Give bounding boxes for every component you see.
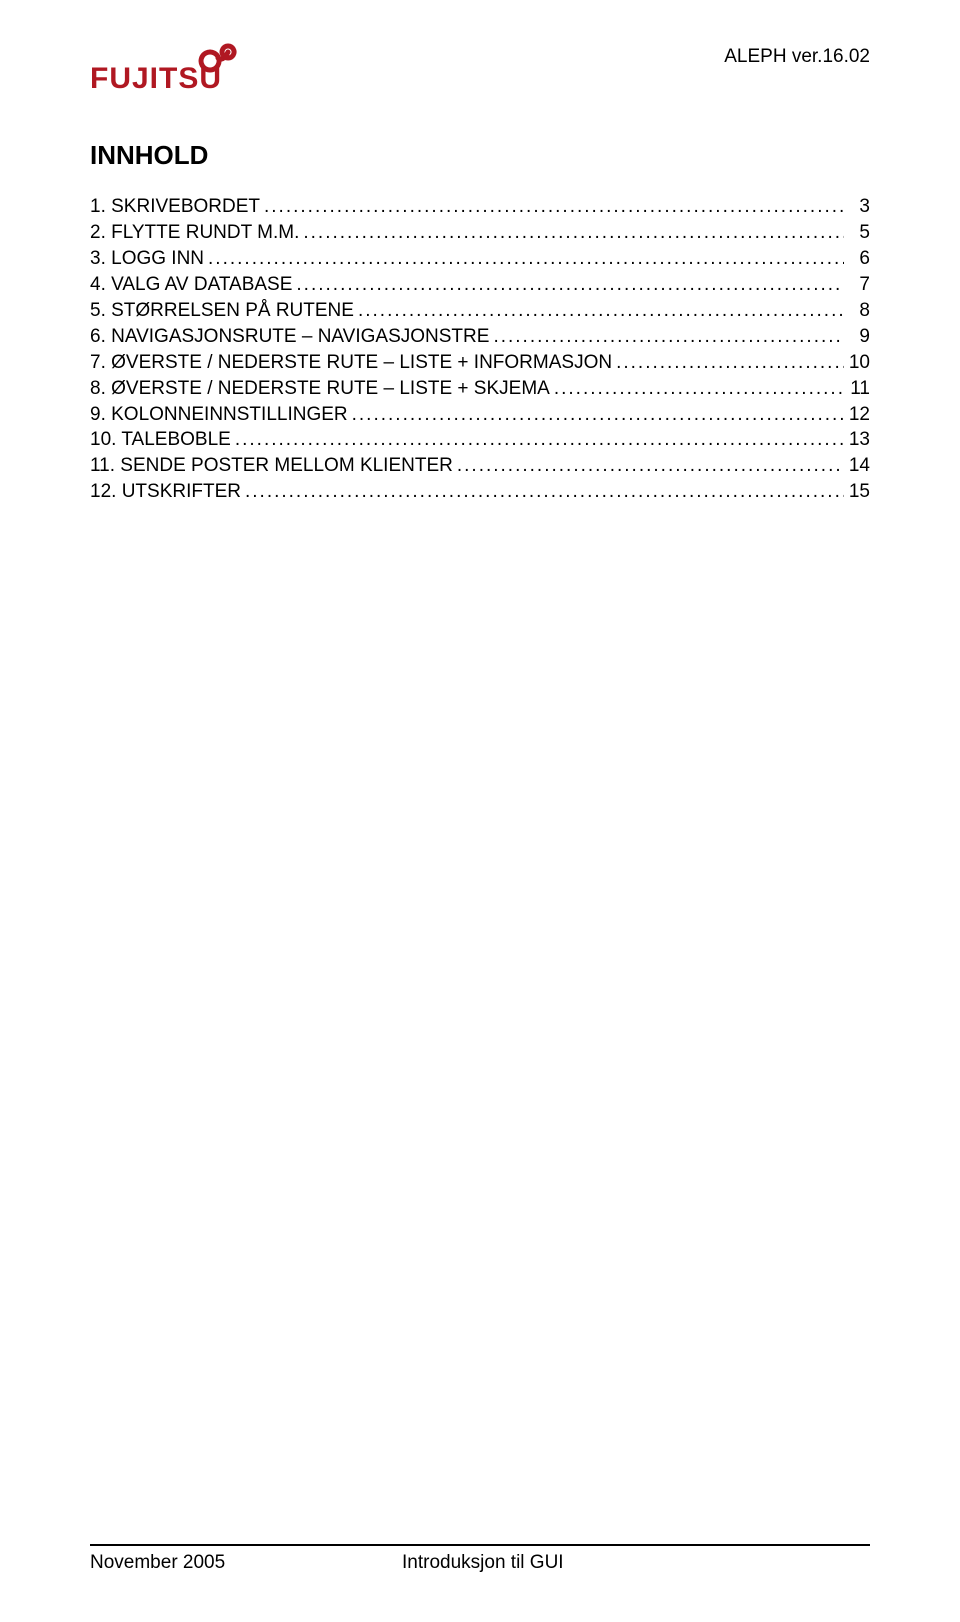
toc-row: 7. ØVERSTE / NEDERSTE RUTE – LISTE + INF… (90, 353, 870, 373)
toc-dots (204, 249, 844, 269)
toc-page: 8 (844, 301, 870, 321)
toc-dots (550, 379, 844, 399)
toc-dots (260, 197, 844, 217)
toc-dots (348, 405, 844, 425)
page-title: INNHOLD (90, 140, 870, 171)
toc-page: 5 (844, 223, 870, 243)
toc-dots (612, 353, 844, 373)
toc-page: 9 (844, 327, 870, 347)
toc-page: 14 (844, 456, 870, 476)
toc-page: 15 (844, 482, 870, 502)
toc-row: 6. NAVIGASJONSRUTE – NAVIGASJONSTRE 9 (90, 327, 870, 347)
footer-row: November 2005 Introduksjon til GUI (90, 1552, 870, 1574)
toc-page: 12 (844, 405, 870, 425)
table-of-contents: 1. SKRIVEBORDET 3 2. FLYTTE RUNDT M.M. 5… (90, 197, 870, 502)
toc-dots (354, 301, 844, 321)
logo: FUJITSU (90, 40, 240, 100)
toc-page: 11 (844, 379, 870, 399)
header: FUJITSU ALEPH ver.16.02 (90, 40, 870, 100)
toc-dots (292, 275, 844, 295)
toc-row: 11. SENDE POSTER MELLOM KLIENTER 14 (90, 456, 870, 476)
toc-label: 5. STØRRELSEN PÅ RUTENE (90, 301, 354, 321)
toc-row: 1. SKRIVEBORDET 3 (90, 197, 870, 217)
toc-label: 6. NAVIGASJONSRUTE – NAVIGASJONSTRE (90, 327, 489, 347)
toc-row: 4. VALG AV DATABASE 7 (90, 275, 870, 295)
footer: November 2005 Introduksjon til GUI (90, 1544, 870, 1574)
toc-dots (231, 430, 844, 450)
version-label: ALEPH ver.16.02 (724, 40, 870, 68)
toc-label: 12. UTSKRIFTER (90, 482, 241, 502)
toc-row: 9. KOLONNEINNSTILLINGER 12 (90, 405, 870, 425)
toc-page: 13 (844, 430, 870, 450)
toc-row: 5. STØRRELSEN PÅ RUTENE 8 (90, 301, 870, 321)
footer-title: Introduksjon til GUI (402, 1552, 870, 1574)
toc-page: 7 (844, 275, 870, 295)
toc-label: 1. SKRIVEBORDET (90, 197, 260, 217)
toc-dots (489, 327, 844, 347)
toc-dots (299, 223, 844, 243)
fujitsu-logo: FUJITSU (90, 40, 240, 100)
toc-label: 10. TALEBOBLE (90, 430, 231, 450)
toc-label: 3. LOGG INN (90, 249, 204, 269)
toc-page: 6 (844, 249, 870, 269)
toc-label: 9. KOLONNEINNSTILLINGER (90, 405, 348, 425)
toc-row: 12. UTSKRIFTER 15 (90, 482, 870, 502)
toc-label: 2. FLYTTE RUNDT M.M. (90, 223, 299, 243)
toc-dots (241, 482, 844, 502)
toc-label: 7. ØVERSTE / NEDERSTE RUTE – LISTE + INF… (90, 353, 612, 373)
toc-label: 8. ØVERSTE / NEDERSTE RUTE – LISTE + SKJ… (90, 379, 550, 399)
toc-page: 3 (844, 197, 870, 217)
toc-row: 2. FLYTTE RUNDT M.M. 5 (90, 223, 870, 243)
toc-page: 10 (844, 353, 870, 373)
footer-divider (90, 1544, 870, 1546)
toc-row: 8. ØVERSTE / NEDERSTE RUTE – LISTE + SKJ… (90, 379, 870, 399)
page: FUJITSU ALEPH ver.16.02 INNHOLD 1. SKRIV… (0, 0, 960, 1622)
toc-dots (453, 456, 844, 476)
toc-label: 11. SENDE POSTER MELLOM KLIENTER (90, 456, 453, 476)
footer-date: November 2005 (90, 1552, 402, 1574)
toc-label: 4. VALG AV DATABASE (90, 275, 292, 295)
toc-row: 3. LOGG INN 6 (90, 249, 870, 269)
toc-row: 10. TALEBOBLE 13 (90, 430, 870, 450)
